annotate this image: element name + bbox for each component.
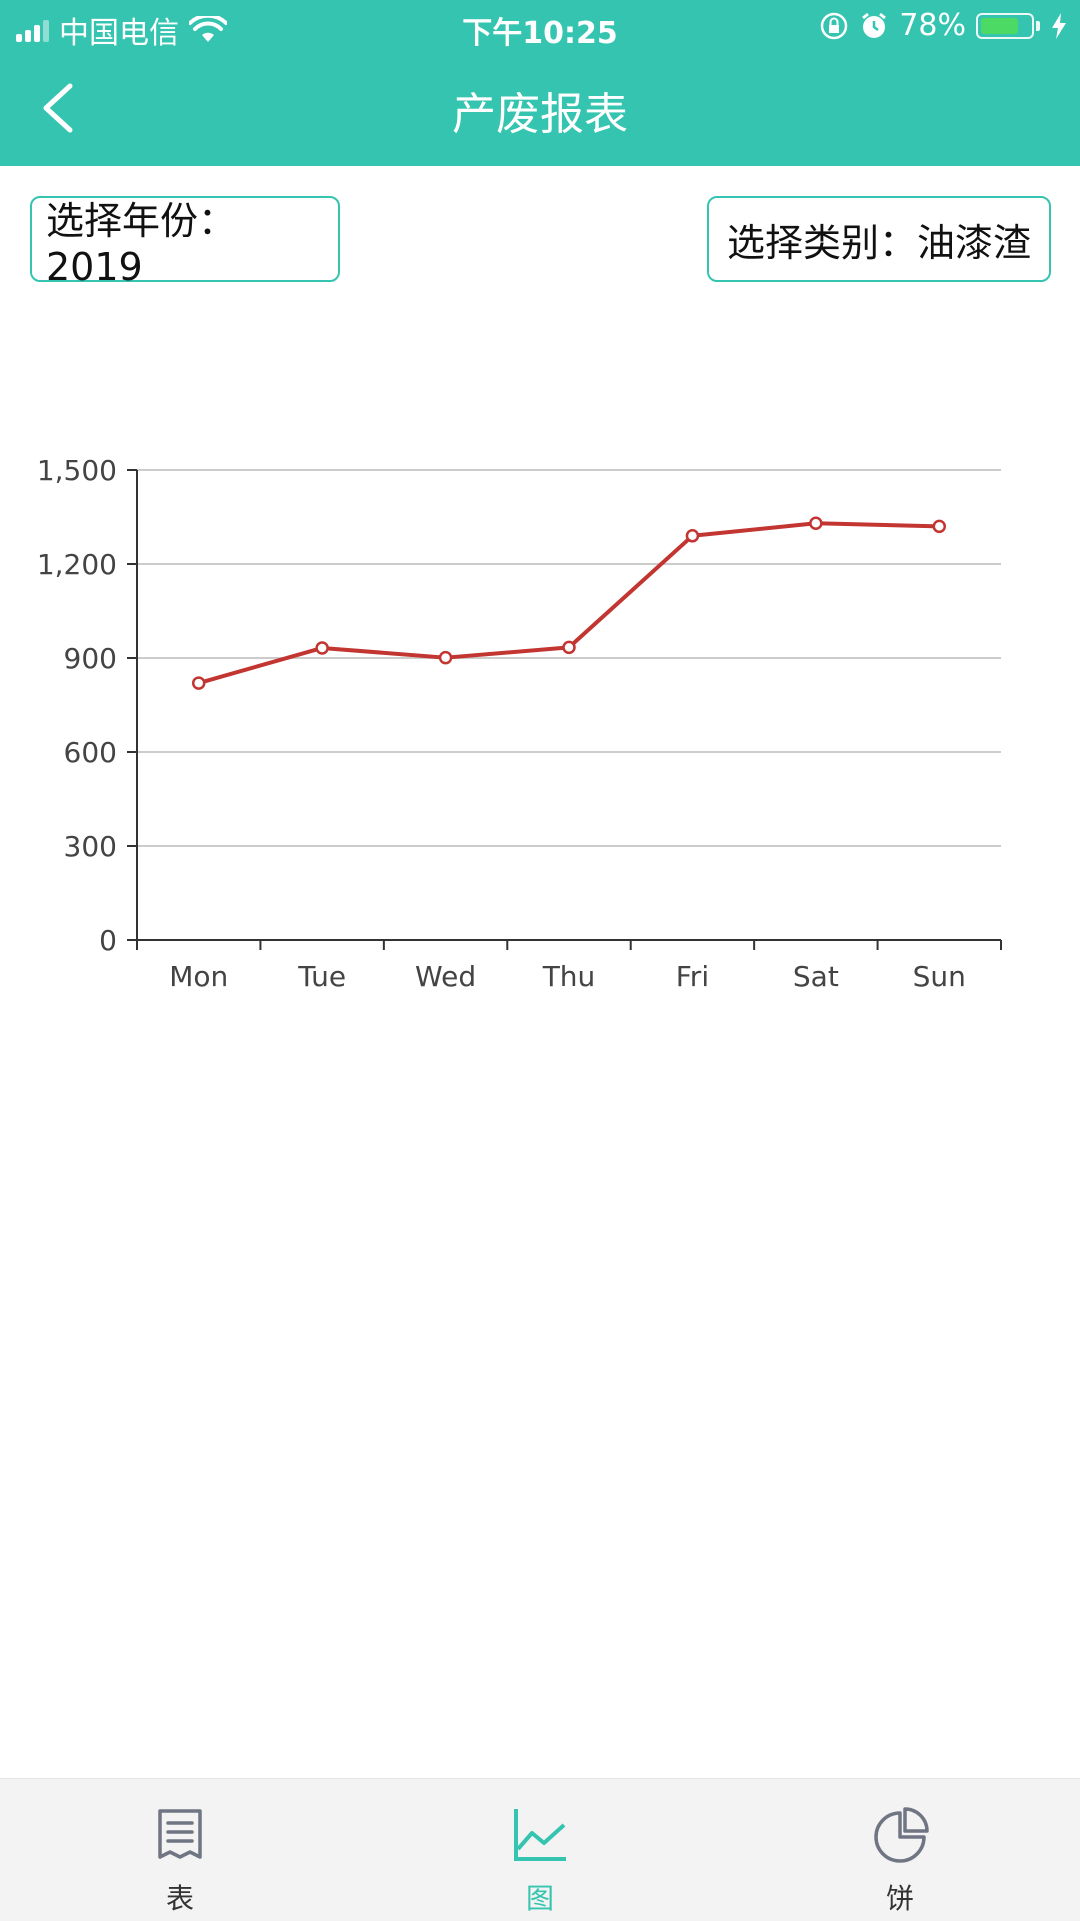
series-line	[198, 521, 940, 685]
alarm-icon	[862, 12, 887, 38]
year-selector[interactable]: 选择年份：2019	[30, 196, 340, 289]
line-chart: 0 300 600 900 1,200 1,500 Mon Tue Wed Thu Fri Sat Su…	[37, 454, 1002, 993]
data-point	[932, 519, 947, 534]
x-tick-label: Thu	[542, 960, 596, 993]
battery-percent: 78%	[899, 8, 966, 43]
y-tick-label: 1,500	[37, 454, 117, 487]
x-tick-label: Wed	[415, 960, 476, 993]
battery-icon	[976, 12, 1034, 39]
charging-icon	[1052, 12, 1066, 39]
chevron-left-icon	[43, 83, 73, 133]
data-point	[685, 529, 700, 543]
back-button[interactable]	[30, 78, 90, 138]
signal-icon	[16, 18, 49, 42]
status-bar: 中国电信 下午10:25 78%	[0, 0, 1080, 56]
data-point	[438, 650, 453, 665]
x-tick-label: Tue	[297, 960, 346, 993]
status-left: 中国电信	[16, 8, 227, 52]
data-point	[562, 640, 576, 655]
y-tick-label: 300	[64, 830, 117, 863]
line-chart-icon	[514, 1809, 566, 1861]
y-tick-label: 900	[64, 642, 117, 675]
year-selector-label: 选择年份：2019	[46, 198, 237, 289]
x-tick-label: Fri	[676, 960, 709, 993]
pie-chart-icon	[874, 1807, 929, 1863]
carrier-label: 中国电信	[59, 16, 179, 51]
document-icon	[158, 1809, 202, 1859]
tab-table-label: 表	[165, 1882, 194, 1915]
y-tick-label: 600	[64, 736, 117, 769]
status-time: 下午10:25	[462, 16, 618, 51]
status-right: 78%	[819, 8, 1068, 43]
x-tick-label: Mon	[169, 960, 228, 993]
tab-table[interactable]: 表	[80, 1779, 280, 1921]
tab-chart-label: 图	[525, 1882, 554, 1915]
data-point	[809, 516, 823, 531]
y-tick-label: 1,200	[37, 548, 117, 581]
wifi-icon	[189, 16, 227, 42]
x-tick-label: Sat	[793, 960, 839, 993]
tab-chart[interactable]: 图	[440, 1779, 640, 1921]
category-selector-label: 选择类别：油漆渣	[726, 220, 1031, 265]
category-selector[interactable]: 选择类别：油漆渣	[707, 196, 1051, 282]
page-title: 产废报表	[452, 89, 628, 140]
app-header: 中国电信 下午10:25 78%	[0, 0, 1080, 166]
y-tick-label: 0	[99, 924, 117, 957]
data-point	[191, 676, 206, 690]
x-tick-label: Sun	[913, 960, 966, 993]
rotation-lock-icon	[821, 12, 848, 39]
bottom-tab-bar: 表 图 饼	[0, 1778, 1080, 1921]
tab-pie[interactable]: 饼	[800, 1779, 1000, 1921]
data-point	[315, 641, 329, 655]
tab-pie-label: 饼	[885, 1882, 914, 1915]
